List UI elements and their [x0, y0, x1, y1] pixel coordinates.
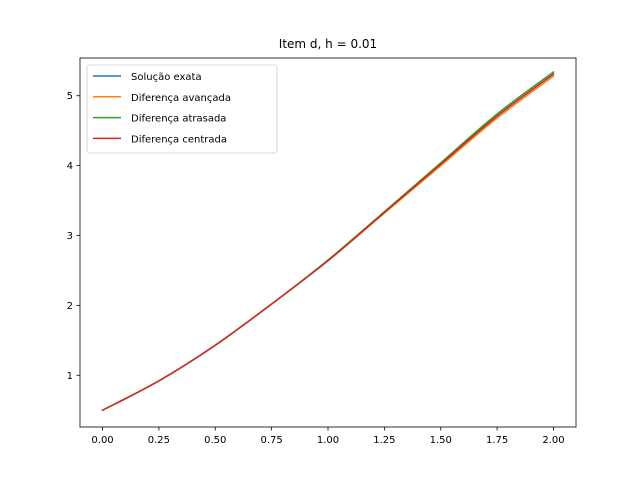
legend: Solução exata Diferença avançada Diferença…: [86, 64, 278, 154]
x-axis: 0.00 0.25 0.50 0.75 1.00 1.25 1.50 1.75 2.00: [91, 427, 565, 446]
x-tick-label: 2.00: [542, 435, 564, 446]
chart-title: Item d, h = 0.01: [279, 37, 377, 51]
x-tick-label: 1.00: [317, 435, 339, 446]
x-tick-label: 1.75: [486, 435, 508, 446]
series-line-4: [101, 73, 555, 412]
x-tick-label: 0.25: [148, 435, 170, 446]
series-lines: [101, 70, 555, 412]
legend-label-3: Diferença atrasada: [131, 114, 226, 125]
y-tick-label: 1: [67, 371, 73, 382]
y-tick-label: 2: [67, 301, 73, 312]
x-tick-label: 1.25: [373, 435, 395, 446]
y-axis: 1 2 3 4 5: [67, 91, 80, 382]
y-tick-label: 4: [67, 161, 73, 172]
plot-area: [79, 57, 577, 428]
legend-label-1: Solução exata: [131, 72, 202, 83]
x-tick-label: 0.75: [261, 435, 283, 446]
y-tick-label: 5: [67, 91, 73, 102]
legend-label-2: Diferença avançada: [131, 93, 231, 104]
y-tick-label: 3: [67, 231, 73, 242]
x-tick-label: 1.50: [430, 435, 452, 446]
legend-label-4: Diferença centrada: [131, 134, 227, 145]
x-tick-label: 0.50: [204, 435, 226, 446]
legend-frame: [86, 64, 278, 154]
x-tick-label: 0.00: [91, 435, 113, 446]
